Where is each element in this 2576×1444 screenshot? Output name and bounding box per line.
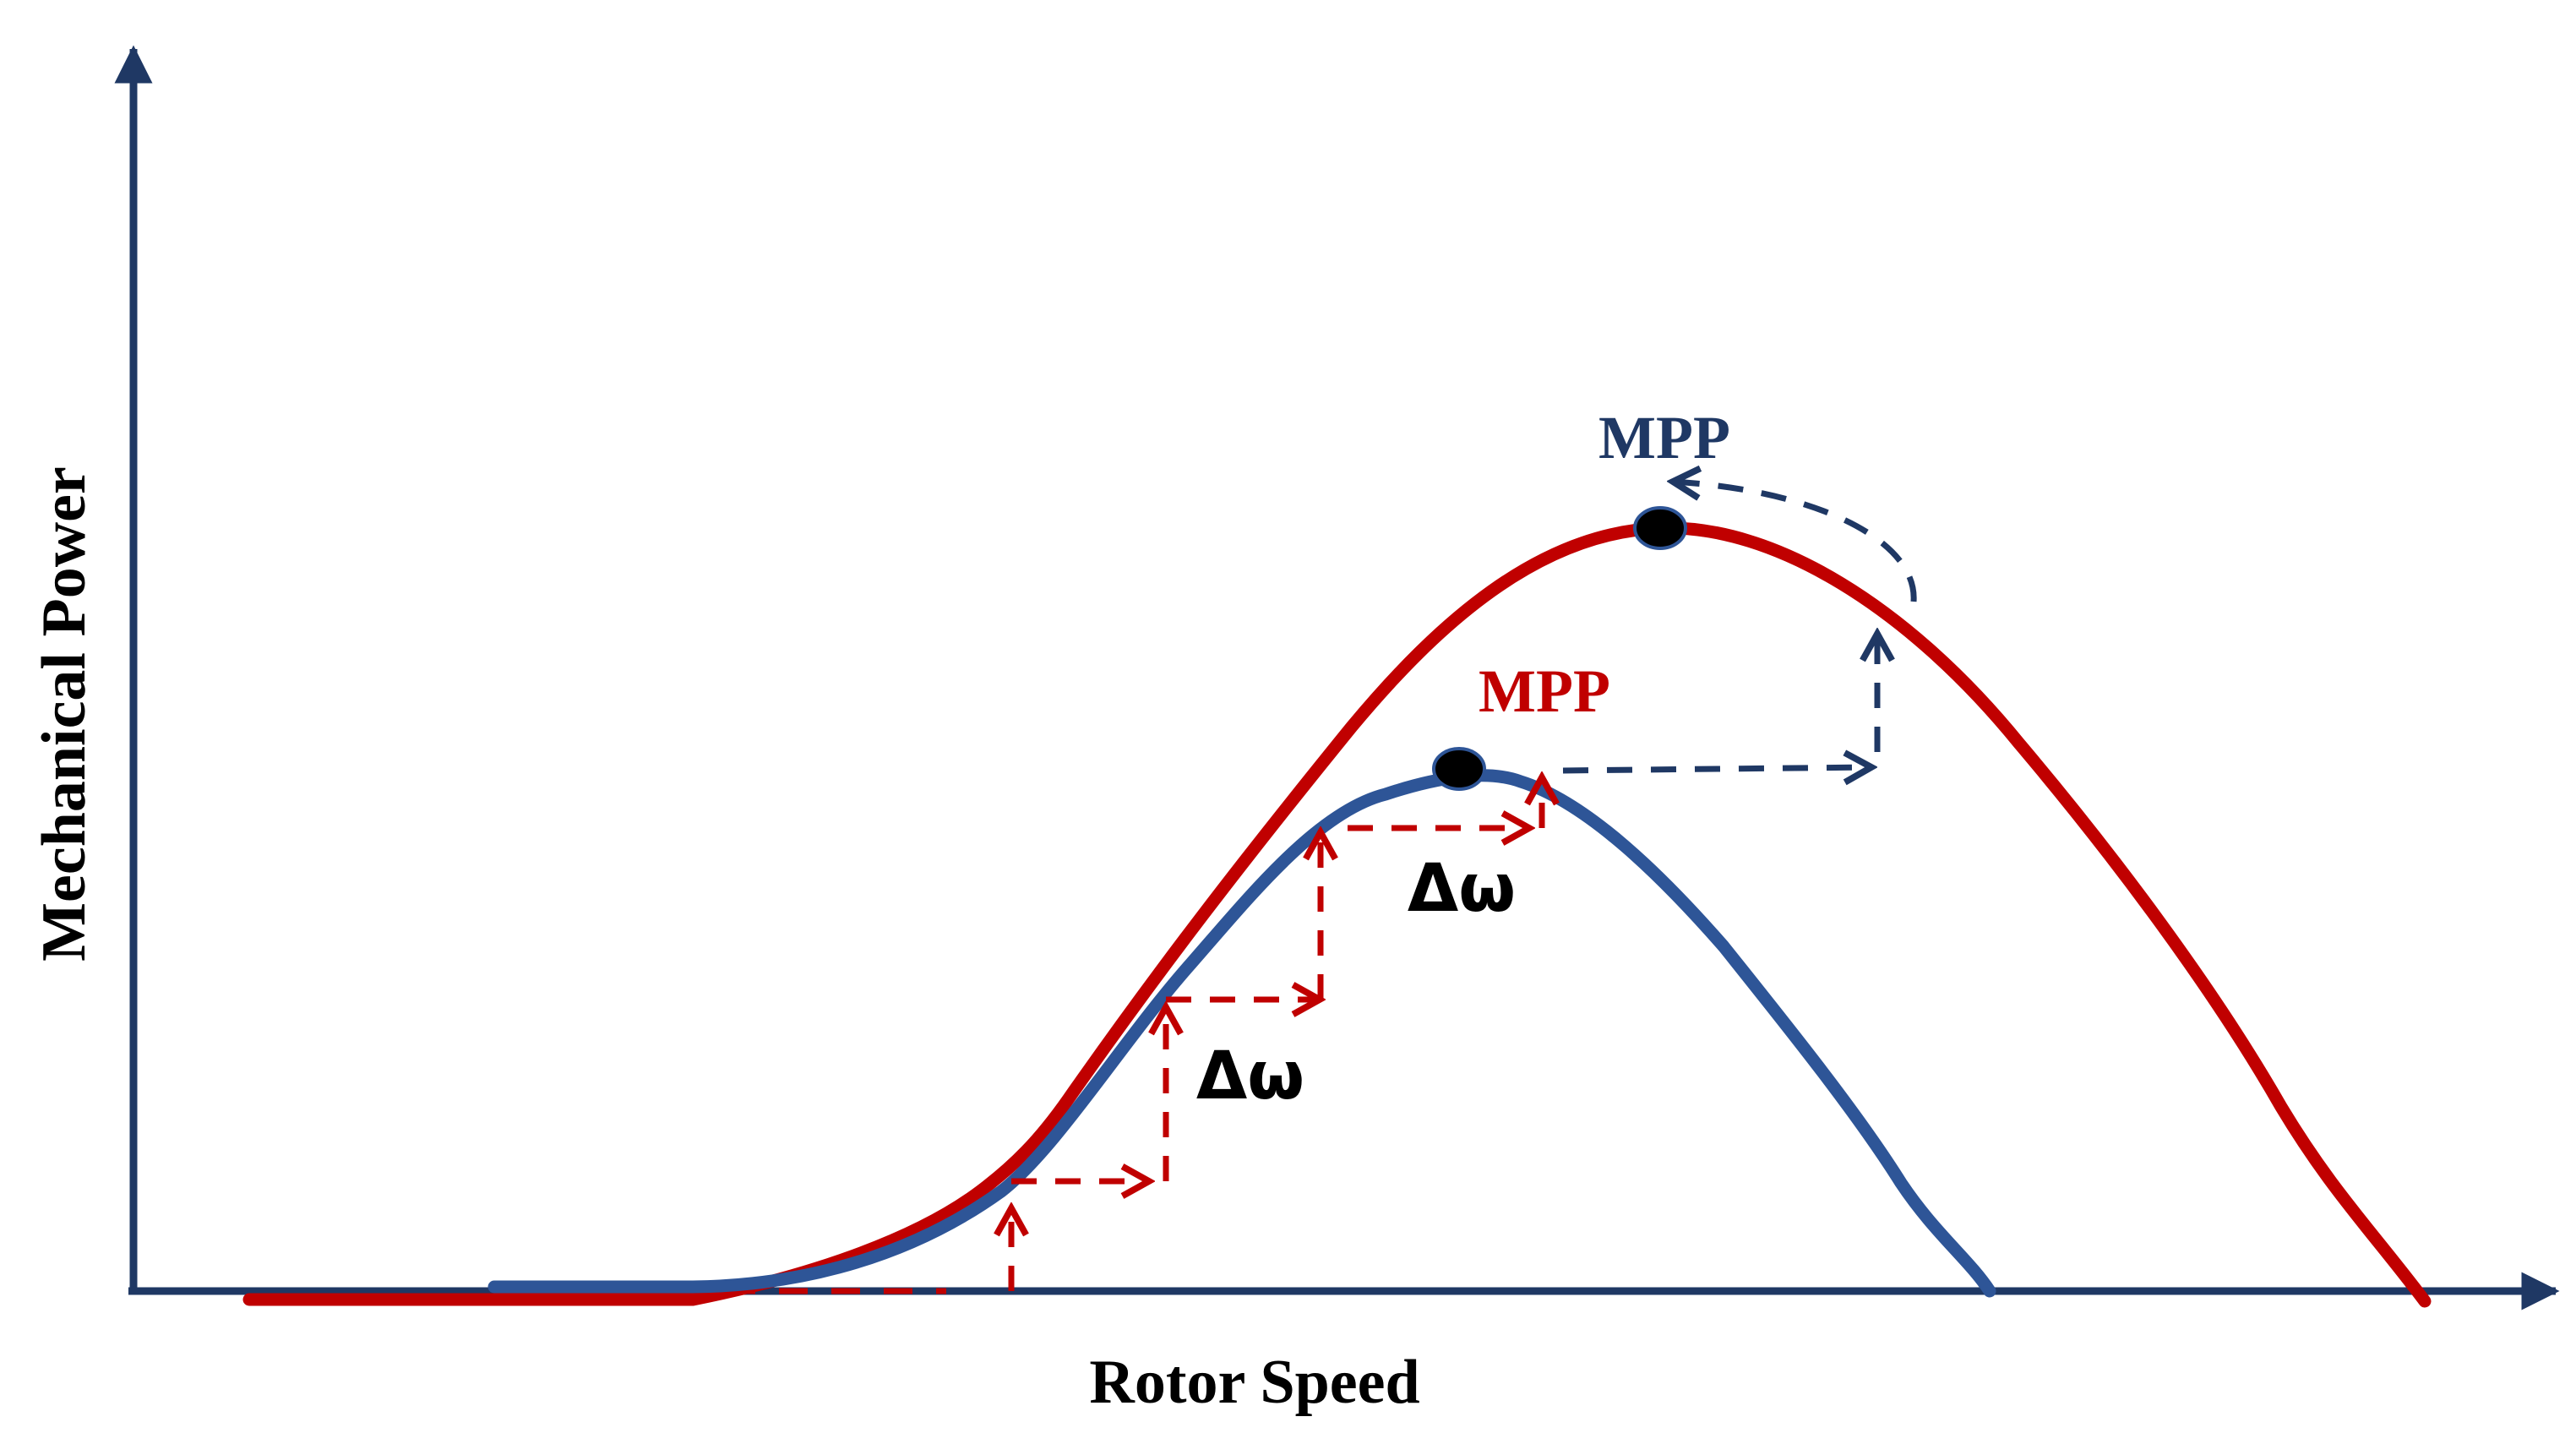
mpp-upper-label: MPP: [1598, 404, 1730, 471]
navy-step-right: [1562, 767, 1871, 771]
delta-omega-label-1: Δω: [1408, 851, 1516, 927]
lower-wind-speed-curve: [487, 769, 1996, 1298]
delta-omega-label-2: Δω: [1196, 1038, 1304, 1114]
x-axis-label: Rotor Speed: [1089, 1348, 1419, 1417]
higher-wind-speed-curve: [242, 521, 2432, 1308]
navy-curved-return-arrow: [1673, 482, 1917, 602]
mpp-point-upper: [1633, 506, 1687, 550]
navy-tracking-path: [1562, 482, 1917, 771]
red-hill-climb-staircase: [1011, 777, 1542, 1291]
mpp-lower-label: MPP: [1479, 657, 1610, 725]
mpp-point-lower: [1432, 747, 1486, 791]
y-axis-label: Mechanical Power: [30, 466, 99, 962]
